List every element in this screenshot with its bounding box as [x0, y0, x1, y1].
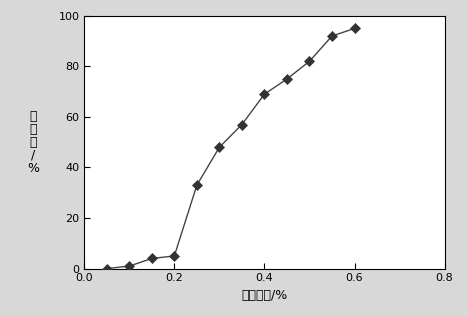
X-axis label: 单体浓度/%: 单体浓度/% [241, 289, 287, 302]
Y-axis label: 转
化
率
/
%: 转 化 率 / % [28, 110, 39, 175]
